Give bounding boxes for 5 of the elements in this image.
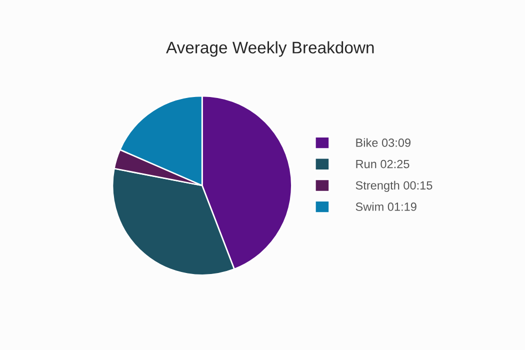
legend-label: Strength 00:15 xyxy=(356,180,432,192)
legend-label: Run 02:25 xyxy=(356,160,410,168)
legend-label: Bike 03:09 xyxy=(356,138,410,147)
chart-title: Average Weekly Breakdown xyxy=(166,41,374,57)
legend-label: Swim 01:19 xyxy=(356,202,416,211)
